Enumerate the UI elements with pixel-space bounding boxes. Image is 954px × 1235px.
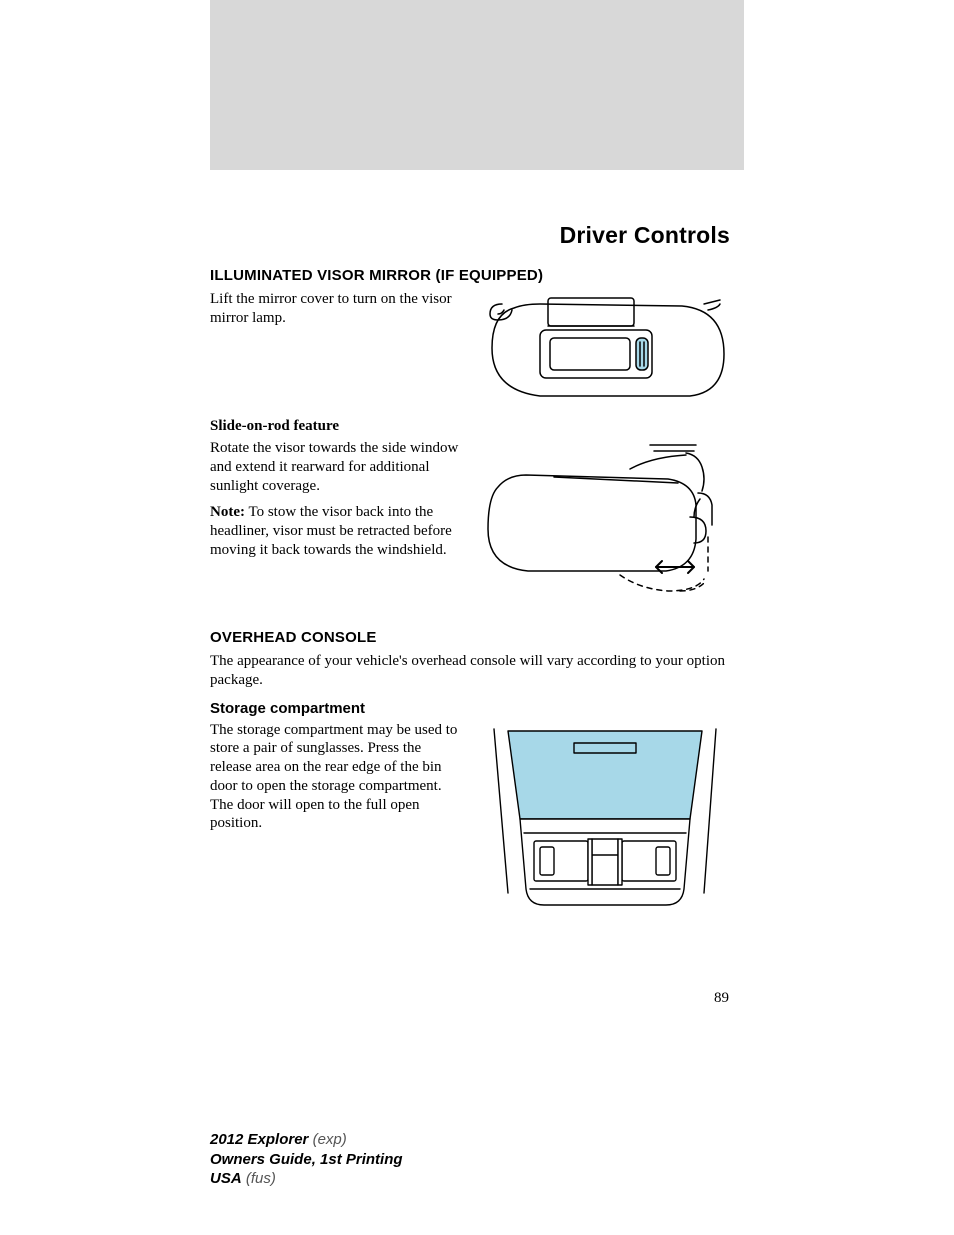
header-gray-band xyxy=(210,0,744,170)
note-label: Note: xyxy=(210,504,245,520)
manual-page: Driver Controls ILLUMINATED VISOR MIRROR… xyxy=(0,0,954,1235)
section1-text: Lift the mirror cover to turn on the vis… xyxy=(210,290,466,336)
footer-guide: Owners Guide, 1st Printing xyxy=(210,1151,403,1168)
visor-mirror-diagram-icon xyxy=(480,290,730,408)
section2-note: Note: To stow the visor back into the he… xyxy=(210,503,466,559)
section2-body: Rotate the visor towards the side window… xyxy=(210,439,466,495)
overhead-console-diagram-icon xyxy=(480,721,730,916)
footer-model: 2012 Explorer xyxy=(210,1131,308,1148)
section3-body: The storage compartment may be used to s… xyxy=(210,721,466,834)
footer-block: 2012 Explorer (exp) Owners Guide, 1st Pr… xyxy=(210,1130,403,1189)
footer-model-code: (exp) xyxy=(308,1131,346,1148)
section2-figure xyxy=(480,439,730,607)
slide-on-rod-diagram-icon xyxy=(480,439,730,607)
section3-intro: The appearance of your vehicle's overhea… xyxy=(210,652,730,690)
section-heading-overhead-console: OVERHEAD CONSOLE xyxy=(210,629,730,646)
chapter-title: Driver Controls xyxy=(210,222,730,249)
section2-text: Rotate the visor towards the side window… xyxy=(210,439,466,568)
section3-text: The storage compartment may be used to s… xyxy=(210,721,466,842)
section1-body: Lift the mirror cover to turn on the vis… xyxy=(210,290,466,328)
section-subheading-storage: Storage compartment xyxy=(210,700,730,717)
footer-region: USA xyxy=(210,1170,242,1187)
footer-line-2: Owners Guide, 1st Printing xyxy=(210,1150,403,1170)
section-heading-visor-mirror: ILLUMINATED VISOR MIRROR (IF EQUIPPED) xyxy=(210,267,730,284)
footer-region-code: (fus) xyxy=(242,1170,276,1187)
section1-figure xyxy=(480,290,730,408)
footer-line-1: 2012 Explorer (exp) xyxy=(210,1130,403,1150)
section2-row: Rotate the visor towards the side window… xyxy=(210,439,730,607)
section1-row: Lift the mirror cover to turn on the vis… xyxy=(210,290,730,408)
page-content: Driver Controls ILLUMINATED VISOR MIRROR… xyxy=(210,222,730,924)
section3-figure xyxy=(480,721,730,916)
note-body: To stow the visor back into the headline… xyxy=(210,504,452,558)
footer-line-3: USA (fus) xyxy=(210,1169,403,1189)
page-number: 89 xyxy=(714,990,729,1007)
section3-row: The storage compartment may be used to s… xyxy=(210,721,730,916)
section-heading-slide-rod: Slide-on-rod feature xyxy=(210,418,730,435)
